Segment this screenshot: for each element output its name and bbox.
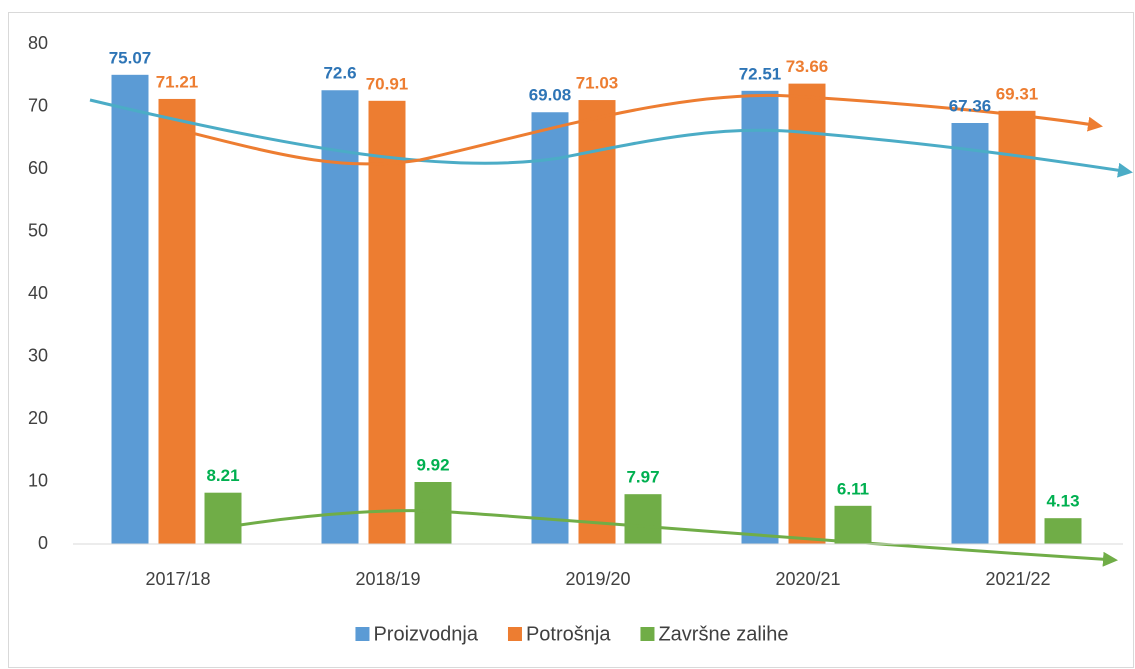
y-tick-label: 20 <box>28 408 48 428</box>
data-label: 73.66 <box>786 57 829 76</box>
bar <box>531 112 569 544</box>
bar <box>158 98 196 544</box>
bar <box>788 83 826 544</box>
data-label: 71.03 <box>576 74 619 93</box>
bar <box>624 494 662 544</box>
data-label: 4.13 <box>1046 492 1079 511</box>
bar <box>951 123 989 544</box>
bar <box>998 110 1036 544</box>
legend-label: Potrošnja <box>526 623 611 645</box>
y-tick-label: 80 <box>28 33 48 53</box>
bar <box>1044 518 1082 544</box>
bar <box>111 74 149 544</box>
y-tick-label: 50 <box>28 220 48 240</box>
data-label: 8.21 <box>206 466 239 485</box>
data-label: 75.07 <box>109 48 152 67</box>
x-tick-label: 2017/18 <box>145 569 210 589</box>
data-label: 9.92 <box>416 455 449 474</box>
y-tick-label: 40 <box>28 283 48 303</box>
legend-label: Proizvodnja <box>373 623 478 645</box>
trend-line <box>89 98 1133 178</box>
x-tick-label: 2021/22 <box>985 569 1050 589</box>
data-label: 69.08 <box>529 86 572 105</box>
bar <box>834 505 872 544</box>
bar <box>204 492 242 544</box>
y-tick-label: 0 <box>38 533 48 553</box>
data-label: 72.6 <box>323 64 356 83</box>
trend-line <box>239 509 1118 567</box>
y-tick-label: 70 <box>28 95 48 115</box>
x-tick-label: 2020/21 <box>775 569 840 589</box>
y-tick-label: 30 <box>28 345 48 365</box>
bar <box>368 100 406 544</box>
legend-swatch <box>355 627 370 641</box>
bar <box>321 90 359 544</box>
y-tick-label: 10 <box>28 470 48 490</box>
data-label: 72.51 <box>739 64 782 83</box>
data-label: 69.31 <box>996 84 1039 103</box>
data-label: 71.21 <box>156 72 199 91</box>
chart-border <box>8 12 1134 668</box>
bar <box>741 90 779 544</box>
data-label: 70.91 <box>366 74 409 93</box>
legend-swatch <box>507 627 522 641</box>
legend-swatch <box>640 627 655 641</box>
trend-line <box>179 93 1103 166</box>
legend-label: Završne zalihe <box>658 623 788 645</box>
y-tick-label: 60 <box>28 158 48 178</box>
data-label: 7.97 <box>626 468 659 487</box>
data-label: 67.36 <box>949 96 992 115</box>
bar <box>578 100 616 544</box>
data-label: 6.11 <box>837 479 869 498</box>
x-tick-label: 2019/20 <box>565 569 630 589</box>
x-tick-label: 2018/19 <box>355 569 420 589</box>
